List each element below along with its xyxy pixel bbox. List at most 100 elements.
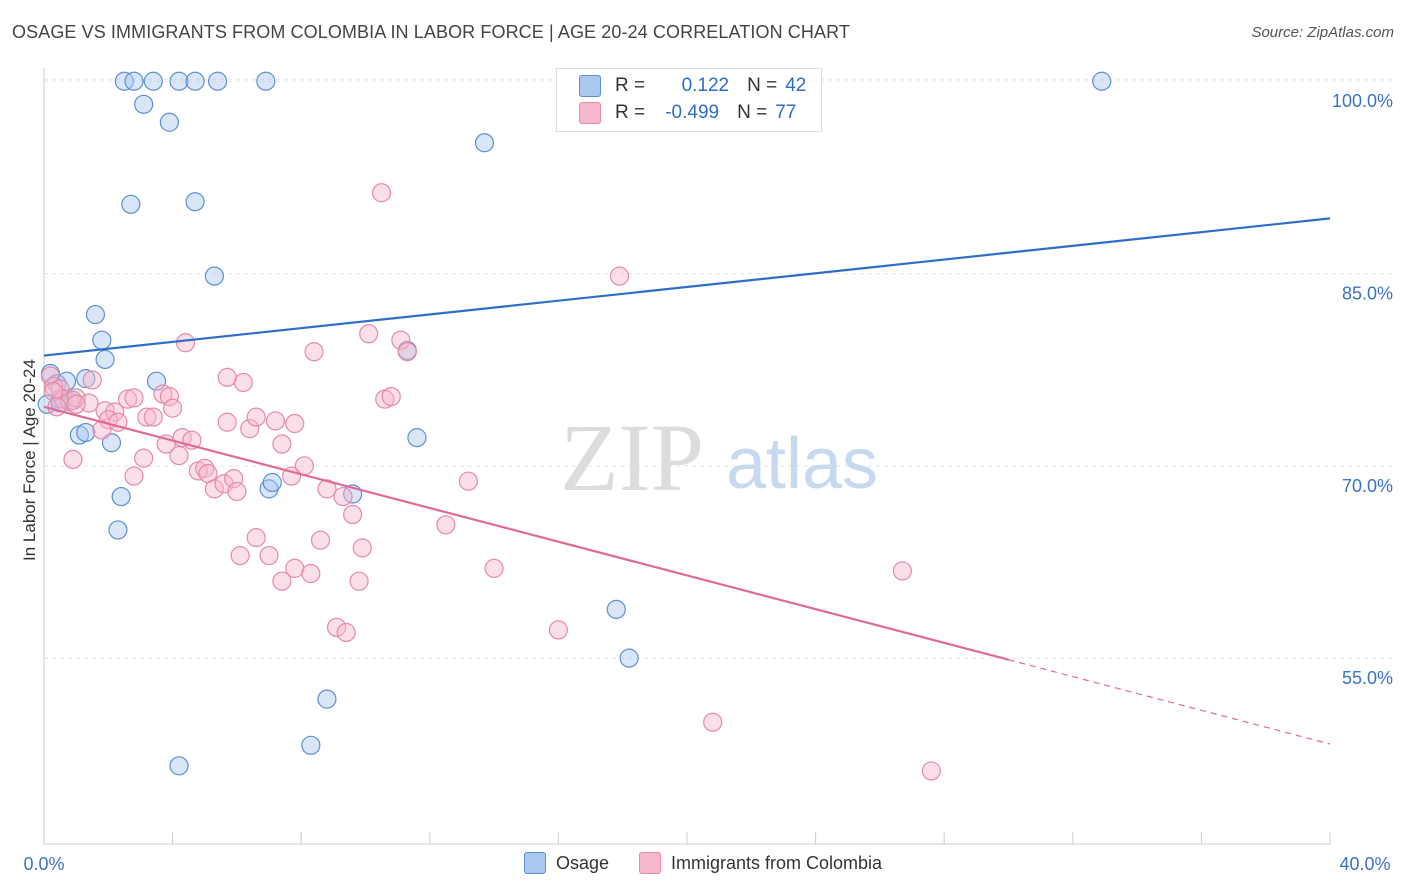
colombia-point (217, 412, 237, 432)
colombia-point (137, 407, 157, 427)
colombia-point (117, 389, 138, 409)
colombia-point (301, 563, 321, 584)
colombia-trend-line (43, 405, 1009, 661)
legend-item-osage[interactable]: Osage (523, 852, 609, 874)
colombia-point (333, 486, 353, 507)
colombia-point (703, 712, 723, 732)
stats-swatch-colombia (579, 102, 601, 124)
colombia-point (326, 617, 347, 637)
osage-point (95, 349, 115, 370)
series-legend: Osage Immigrants from Colombia (0, 852, 1406, 874)
y-tick-label: 55.0% (1342, 668, 1393, 688)
stats-row-osage: R = 0.122 N = 42 (579, 74, 806, 98)
colombia-point (359, 324, 379, 344)
osage-point (185, 71, 205, 91)
trend-lines (43, 217, 1331, 745)
colombia-point (163, 398, 183, 418)
colombia-point (240, 419, 260, 439)
legend-label-colombia: Immigrants from Colombia (670, 852, 883, 873)
colombia-point (124, 466, 144, 486)
colombia-point (381, 386, 401, 407)
watermark-zip: ZIP (560, 404, 704, 511)
osage-trend-line (43, 217, 1331, 357)
watermark: ZIP atlas (560, 404, 878, 511)
legend-label-osage: Osage (555, 852, 609, 873)
colombia-point (272, 571, 292, 591)
osage-point (169, 71, 189, 91)
colombia-point (259, 545, 279, 566)
stats-legend: R = 0.122 N = 42 R = -0.499 N = 77 (556, 68, 822, 132)
colombia-point (47, 397, 67, 417)
colombia-point (44, 381, 64, 402)
colombia-point (134, 448, 154, 468)
osage-point (301, 735, 321, 755)
colombia-point (310, 530, 331, 550)
osage-point (134, 94, 154, 114)
osage-point (407, 428, 427, 448)
osage-point (185, 192, 205, 212)
osage-point (92, 330, 112, 350)
osage-point (108, 520, 128, 540)
colombia-point (169, 445, 189, 466)
colombia-point (336, 622, 356, 643)
colombia-point (66, 394, 86, 414)
colombia-point (195, 458, 215, 478)
colombia-point (484, 558, 504, 578)
gridlines (44, 78, 1394, 659)
colombia-point (436, 515, 456, 535)
osage-point (208, 71, 228, 91)
watermark-atlas: atlas (726, 424, 878, 504)
stats-r-label: R = (615, 75, 646, 96)
colombia-point (343, 504, 363, 525)
osage-point (619, 648, 639, 668)
colombia-point (921, 761, 941, 781)
osage-point (76, 369, 96, 389)
stats-swatch-osage (579, 75, 601, 97)
colombia-point (294, 456, 315, 476)
colombia-point (285, 558, 305, 578)
colombia-point (40, 366, 61, 386)
stats-n-label: N = (747, 75, 778, 96)
osage-point (101, 433, 122, 453)
y-tick-label: 100.0% (1332, 91, 1393, 111)
colombia-point (227, 481, 247, 502)
legend-swatch-colombia (638, 852, 661, 874)
stats-n-label: N = (737, 102, 768, 123)
colombia-point (175, 333, 196, 353)
colombia-point (246, 407, 266, 427)
colombia-point (66, 388, 86, 408)
legend-item-colombia[interactable]: Immigrants from Colombia (638, 852, 883, 874)
colombia-point (272, 434, 292, 454)
osage-point (169, 756, 189, 776)
colombia-point (143, 407, 163, 427)
colombia-point (204, 479, 224, 499)
x-tick-label: 0.0% (23, 854, 64, 874)
stats-r-label: R = (615, 102, 646, 123)
data-points (37, 71, 1112, 781)
osage-point (85, 304, 106, 325)
osage-point (143, 71, 163, 91)
colombia-point (371, 183, 392, 203)
colombia-point (124, 388, 144, 408)
colombia-point (609, 266, 630, 286)
colombia-point (458, 471, 478, 491)
colombia-point (230, 545, 250, 566)
osage-point (317, 689, 337, 709)
stats-n-value: 77 (775, 102, 797, 123)
colombia-point (285, 413, 305, 434)
colombia-trend-line-extension (1008, 659, 1331, 745)
colombia-point (397, 342, 417, 362)
colombia-point (265, 411, 286, 431)
osage-point (256, 71, 276, 91)
osage-point (474, 133, 495, 153)
source-label: Source: ZipAtlas.com (1251, 24, 1394, 41)
colombia-point (892, 561, 913, 581)
stats-r-value: 0.122 (681, 75, 730, 96)
colombia-point (246, 528, 266, 548)
tick-labels: 55.0% 70.0% 85.0% 100.0% 0.0% 40.0% (23, 91, 1393, 874)
osage-point (121, 194, 141, 214)
osage-point (124, 71, 144, 91)
osage-point (76, 422, 96, 443)
legend-swatch-osage (523, 852, 546, 874)
stats-row-colombia: R = -0.499 N = 77 (579, 101, 796, 125)
